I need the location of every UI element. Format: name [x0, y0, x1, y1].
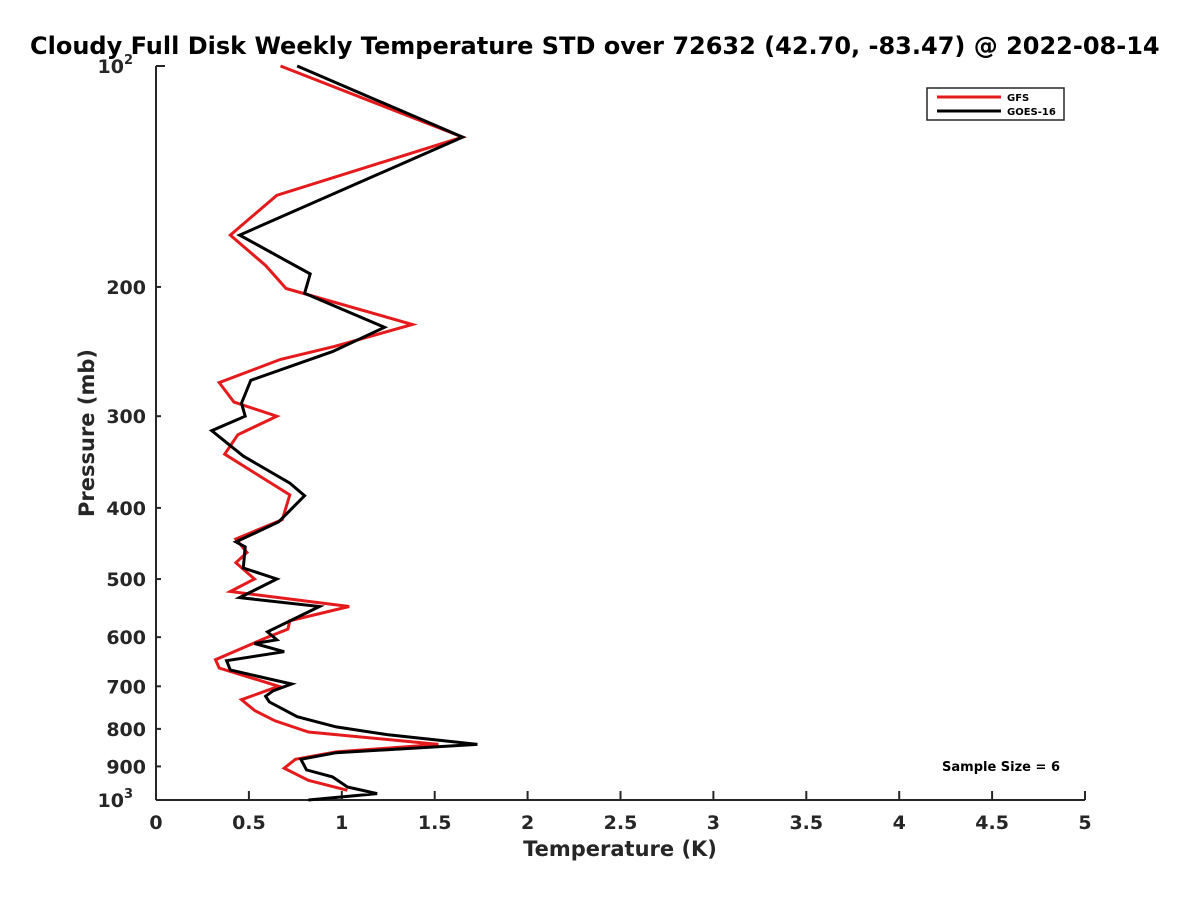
series-line-gfs [213, 64, 468, 792]
y-tick-label: 200 [106, 277, 146, 299]
x-tick-label: 4.5 [975, 812, 1009, 834]
y-axis-ticks: 102 200 300 400 500 600 700 800 900 103 [98, 53, 165, 812]
x-tick-label: 2.5 [604, 812, 638, 834]
plot-lines [208, 64, 478, 802]
y-axis-label: Pressure (mb) [75, 349, 99, 517]
y-tick-label: 102 [98, 53, 134, 78]
x-tick-label: 4 [893, 812, 906, 834]
series-line-goes-16 [208, 64, 478, 802]
y-tick-label: 500 [106, 569, 146, 591]
legend-box [926, 87, 1065, 121]
y-tick-label: 400 [106, 498, 146, 520]
x-tick-label: 1 [335, 812, 348, 834]
x-axis-label: Temperature (K) [523, 837, 717, 861]
axes [155, 66, 1085, 801]
x-tick-label: 5 [1078, 812, 1091, 834]
x-tick-label: 1.5 [418, 812, 452, 834]
x-axis-ticks: 0 0.5 1 1.5 2 2.5 3 3.5 4 4.5 5 [149, 791, 1092, 834]
x-tick-label: 0 [149, 812, 162, 834]
y-tick-label: 300 [106, 406, 146, 428]
legend-label: GOES-16 [1007, 107, 1056, 118]
sample-size-annotation: Sample Size = 6 [942, 760, 1060, 775]
y-tick-label: 600 [106, 627, 146, 649]
y-tick-label: 700 [106, 676, 146, 698]
y-tick-label: 900 [106, 756, 146, 778]
x-tick-label: 3.5 [789, 812, 823, 834]
y-tick-label: 103 [98, 787, 134, 812]
legend: GFS GOES-16 [926, 87, 1065, 121]
x-tick-label: 3 [707, 812, 720, 834]
legend-label: GFS [1007, 93, 1029, 104]
chart-title: Cloudy Full Disk Weekly Temperature STD … [30, 32, 1160, 60]
x-tick-label: 2 [521, 812, 534, 834]
x-tick-label: 0.5 [232, 812, 266, 834]
y-tick-label: 800 [106, 719, 146, 741]
